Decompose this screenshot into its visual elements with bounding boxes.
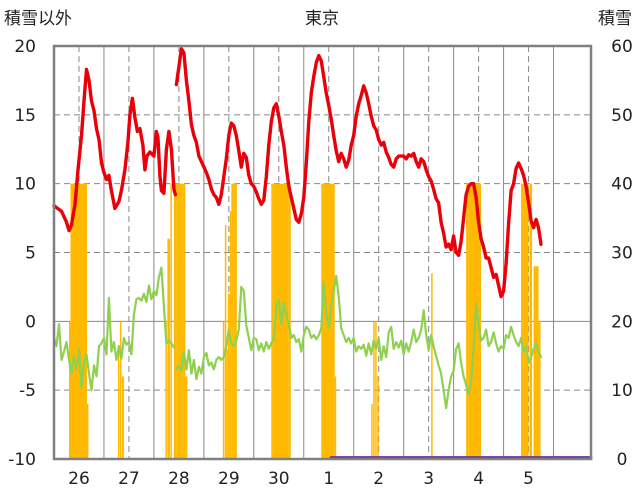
snow-depth-bar bbox=[170, 183, 172, 459]
plot-frame bbox=[52, 44, 593, 461]
snow-depth-bar bbox=[224, 224, 227, 459]
snow-depth-bar bbox=[233, 183, 237, 459]
snow-depth-bar bbox=[185, 376, 188, 459]
dewpoint-line bbox=[52, 266, 175, 392]
snow-depth-bar bbox=[231, 183, 234, 459]
snow-depth-bars bbox=[68, 183, 541, 459]
snow-depth-bar bbox=[68, 321, 71, 459]
snow-depth-bar bbox=[288, 183, 291, 459]
right-axis-title: 積雪 bbox=[598, 9, 632, 29]
right-tick-label: 20 bbox=[611, 312, 633, 332]
x-tick-label: 27 bbox=[118, 469, 140, 489]
snow-depth-bar bbox=[468, 183, 479, 459]
temperature-line bbox=[174, 47, 543, 299]
left-tick-label: -5 bbox=[19, 381, 36, 401]
snow-depth-bar bbox=[466, 183, 469, 459]
snow-depth-bar bbox=[165, 321, 167, 459]
left-tick-label: 15 bbox=[14, 106, 36, 126]
snow-depth-bar bbox=[86, 403, 89, 459]
snow-depth-bar bbox=[375, 321, 377, 459]
snow-depth-bar bbox=[173, 183, 177, 459]
left-tick-label: 5 bbox=[25, 244, 36, 264]
snow-depth-bar bbox=[222, 321, 225, 459]
snow-depth-bar bbox=[478, 183, 482, 459]
snow-depth-bar bbox=[227, 293, 230, 459]
x-tick-label: 28 bbox=[168, 469, 190, 489]
x-tick-label: 3 bbox=[423, 469, 434, 489]
snow-depth-bar bbox=[523, 183, 529, 459]
snow-depth-bar bbox=[271, 183, 274, 459]
left-tick-label: -10 bbox=[8, 450, 36, 470]
left-tick-label: 20 bbox=[14, 37, 36, 57]
x-tick-label: 5 bbox=[523, 469, 534, 489]
snow-depth-bar bbox=[334, 376, 337, 459]
left-axis-title: 積雪以外 bbox=[4, 9, 72, 29]
right-tick-label: 30 bbox=[611, 244, 633, 264]
snow-depth-bar bbox=[377, 376, 379, 459]
right-tick-label: 50 bbox=[611, 106, 633, 126]
snow-depth-bar bbox=[70, 183, 75, 459]
line-series bbox=[52, 47, 593, 460]
snow-depth-bar bbox=[521, 183, 524, 459]
x-tick-label: 2 bbox=[373, 469, 384, 489]
chart-title: 東京 bbox=[305, 9, 339, 29]
x-tick-label: 30 bbox=[268, 469, 290, 489]
snow-depth-bar bbox=[176, 183, 183, 459]
snow-depth-bar bbox=[74, 183, 84, 459]
snow-depth-bar bbox=[226, 348, 228, 459]
right-tick-label: 60 bbox=[611, 37, 633, 57]
x-tick-label: 29 bbox=[218, 469, 240, 489]
snow-depth-bar bbox=[119, 321, 122, 459]
snow-depth-bar bbox=[121, 376, 124, 459]
right-tick-label: 10 bbox=[611, 381, 633, 401]
snow-depth-bar bbox=[83, 183, 87, 459]
snow-depth-bar bbox=[373, 321, 375, 459]
snow-depth-bar bbox=[431, 273, 433, 459]
x-tick-label: 4 bbox=[473, 469, 484, 489]
axis-labels: -10 -5 0 5 10 15 20 0 10 20 30 40 50 60 26 27 28 29 30 1 2 3 4… bbox=[8, 37, 633, 489]
left-tick-label: 0 bbox=[25, 312, 36, 332]
temperature-line bbox=[52, 67, 178, 233]
right-tick-label: 0 bbox=[617, 450, 628, 470]
dewpoint-line bbox=[175, 274, 543, 410]
snow-depth-bar bbox=[167, 238, 170, 459]
x-tick-label: 1 bbox=[323, 469, 334, 489]
snow-depth-bar bbox=[371, 403, 373, 459]
x-tick-label: 26 bbox=[68, 469, 90, 489]
left-tick-label: 10 bbox=[14, 175, 36, 195]
snow-depth-bar bbox=[533, 266, 539, 459]
snow-depth-bar bbox=[538, 321, 541, 459]
snow-depth-bar bbox=[117, 348, 120, 459]
snow-depth-bar bbox=[529, 183, 533, 459]
snow-depth-bar bbox=[182, 183, 186, 459]
right-tick-label: 40 bbox=[611, 175, 633, 195]
